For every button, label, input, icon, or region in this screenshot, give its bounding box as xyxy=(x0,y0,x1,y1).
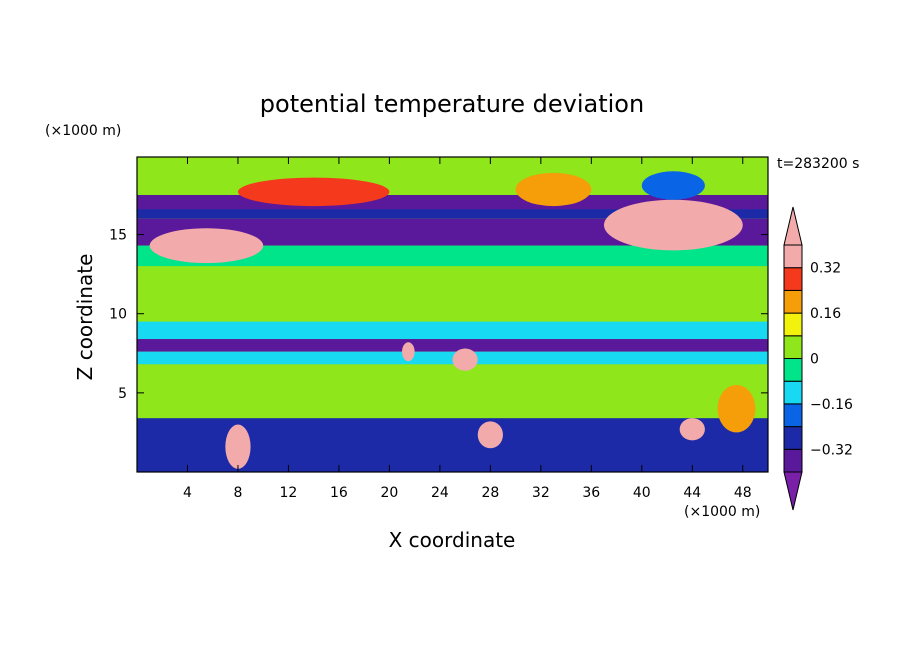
field-band xyxy=(137,245,768,267)
colorbar-lower-extend xyxy=(783,471,803,511)
field-feature xyxy=(603,199,743,251)
field-feature xyxy=(641,171,705,200)
field-band xyxy=(137,339,768,352)
x-tick-label: 48 xyxy=(734,485,752,501)
x-unit-label: (×1000 m) xyxy=(684,504,760,520)
field-band xyxy=(137,321,768,340)
colorbar-swatch xyxy=(783,335,803,359)
plot-frame xyxy=(136,156,769,473)
field-band xyxy=(137,351,768,365)
x-tick-label: 20 xyxy=(380,485,398,501)
chart-title: potential temperature deviation xyxy=(260,90,644,118)
x-tick-label: 4 xyxy=(183,485,192,501)
colorbar-upper-extend xyxy=(783,206,803,246)
x-tick-label: 36 xyxy=(582,485,600,501)
colorbar: 0.32 0.16 0 −0.16 −0.32 xyxy=(783,206,853,511)
colorbar-tick-label: 0.32 xyxy=(810,261,841,277)
y-unit-label: (×1000 m) xyxy=(45,123,121,139)
x-axis: 4 8 12 16 20 24 28 32 36 40 44 48 xyxy=(183,157,752,501)
x-tick-label: 44 xyxy=(683,485,701,501)
y-tick-label: 5 xyxy=(118,386,127,402)
x-tick-label: 12 xyxy=(280,485,298,501)
colorbar-tick-label: 0.16 xyxy=(810,306,841,322)
time-label: t=283200 s xyxy=(777,156,859,172)
colorbar-swatch xyxy=(783,448,803,473)
colorbar-tick-label: −0.16 xyxy=(810,397,853,413)
contour-field xyxy=(137,157,768,472)
colorbar-tick-label: −0.32 xyxy=(810,442,853,458)
field-band xyxy=(137,364,768,419)
x-tick-label: 40 xyxy=(633,485,651,501)
field-feature xyxy=(452,348,478,371)
field-band xyxy=(137,157,768,180)
x-tick-label: 28 xyxy=(481,485,499,501)
y-axis: 5 10 15 xyxy=(109,228,768,402)
field-band xyxy=(137,297,768,322)
field-feature xyxy=(402,342,415,362)
x-tick-label: 16 xyxy=(330,485,348,501)
colorbar-swatch xyxy=(783,244,803,269)
y-axis-label: Z coordinate xyxy=(73,254,97,381)
y-tick-label: 15 xyxy=(109,228,127,244)
field-band xyxy=(137,266,768,298)
colorbar-tick-label: 0 xyxy=(810,352,819,368)
field-feature xyxy=(149,228,264,264)
colorbar-swatch xyxy=(783,403,803,428)
field-feature xyxy=(679,418,705,441)
field-feature xyxy=(515,172,592,207)
x-tick-label: 32 xyxy=(532,485,550,501)
field-feature xyxy=(225,424,251,469)
field-band xyxy=(137,209,768,219)
y-tick-label: 10 xyxy=(109,307,127,323)
colorbar-swatch xyxy=(783,312,803,337)
x-tick-label: 8 xyxy=(233,485,242,501)
field-feature xyxy=(237,177,390,207)
field-feature xyxy=(717,384,756,433)
x-axis-label: X coordinate xyxy=(389,528,516,552)
x-tick-label: 24 xyxy=(431,485,449,501)
colorbar-swatch xyxy=(783,358,803,382)
colorbar-swatch xyxy=(783,426,803,450)
colorbar-swatch xyxy=(783,289,803,314)
field-feature xyxy=(477,421,503,449)
colorbar-swatch xyxy=(783,380,803,405)
colorbar-swatch xyxy=(783,267,803,291)
